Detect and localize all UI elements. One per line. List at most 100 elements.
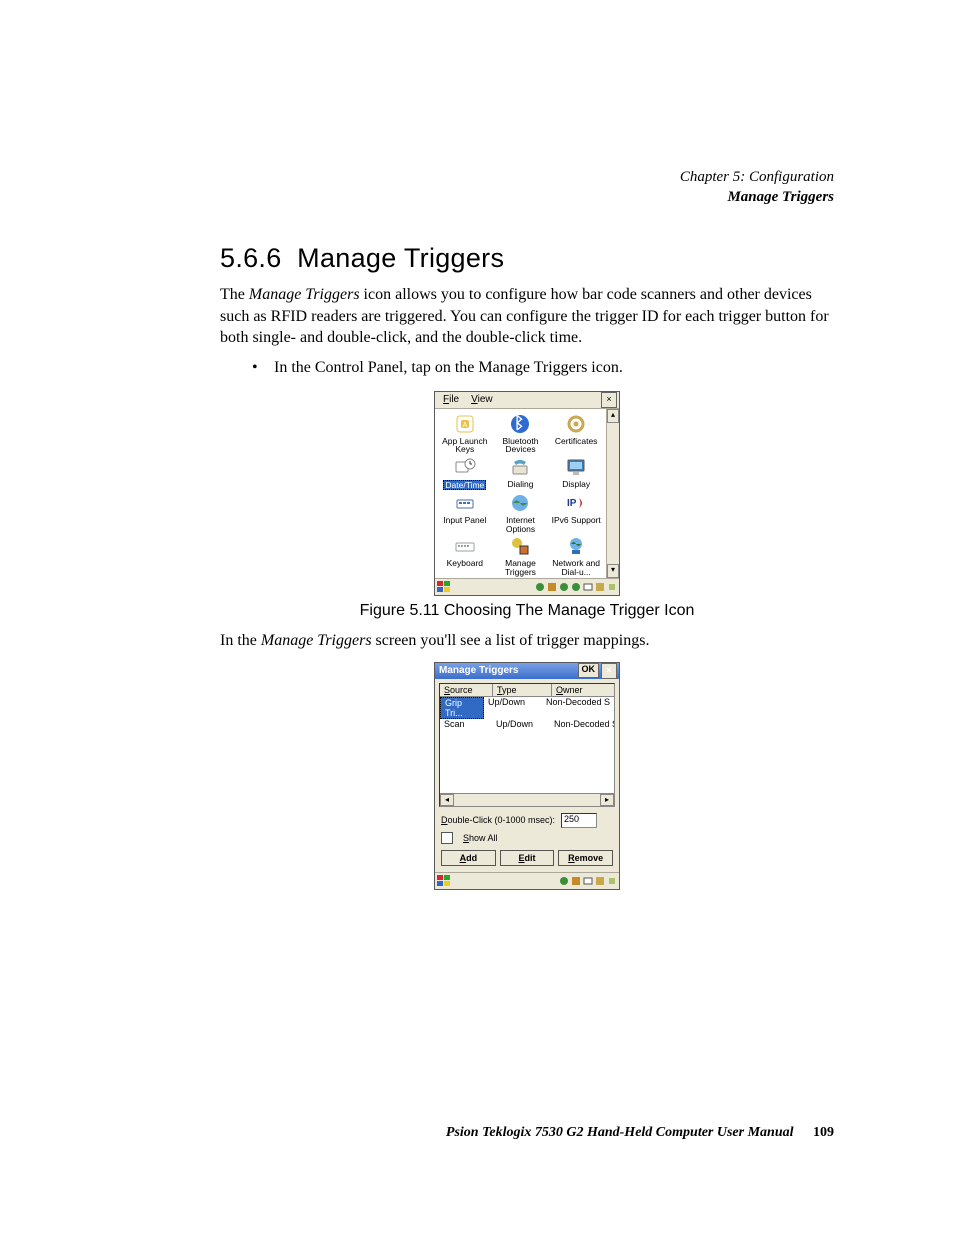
- manage-triggers-icon: [509, 535, 531, 557]
- footer-text: Psion Teklogix 7530 G2 Hand-Held Compute…: [446, 1125, 794, 1140]
- cp-item-label: App Launch Keys: [438, 437, 492, 454]
- cp-item-network-dialup[interactable]: Network and Dial-u...: [548, 535, 604, 576]
- double-click-input[interactable]: 250: [561, 813, 597, 828]
- header-section: Manage Triggers: [220, 188, 834, 208]
- cp-item-certificates[interactable]: Certificates: [548, 413, 604, 454]
- cp-item-label: IPv6 Support: [552, 516, 601, 525]
- screenshot-manage-triggers: Manage Triggers OK × Source Type Owner G…: [434, 662, 620, 890]
- column-owner[interactable]: Owner: [552, 684, 614, 696]
- cp-item-label: Date/Time: [443, 480, 486, 491]
- show-all-checkbox[interactable]: [441, 832, 453, 844]
- menubar: File View ×: [435, 392, 619, 409]
- control-panel-grid: A App Launch KeysBluetooth DevicesCertifi…: [435, 409, 606, 579]
- tray-icon[interactable]: [595, 582, 605, 592]
- close-button[interactable]: ×: [601, 392, 617, 408]
- cell-source: Grip Tri...: [440, 697, 484, 719]
- window-title: Manage Triggers: [437, 665, 578, 676]
- add-button[interactable]: Add: [441, 850, 496, 866]
- show-all-row: Show All: [435, 830, 619, 846]
- scroll-right-arrow[interactable]: ▸: [600, 794, 614, 806]
- tray-icon[interactable]: [547, 582, 557, 592]
- taskbar: [435, 578, 619, 595]
- scroll-track[interactable]: [454, 794, 600, 806]
- cp-item-app-launch-keys[interactable]: A App Launch Keys: [437, 413, 493, 454]
- cp-item-label: Input Panel: [443, 516, 486, 525]
- column-type[interactable]: Type: [493, 684, 552, 696]
- page-footer: Psion Teklogix 7530 G2 Hand-Held Compute…: [446, 1125, 834, 1141]
- scroll-track[interactable]: [607, 423, 619, 565]
- cp-item-manage-triggers[interactable]: Manage Triggers: [493, 535, 549, 576]
- ok-button[interactable]: OK: [578, 663, 600, 678]
- bullet-dot: •: [252, 359, 274, 377]
- scroll-left-arrow[interactable]: ◂: [440, 794, 454, 806]
- list-row[interactable]: ScanUp/DownNon-Decoded S: [440, 719, 614, 729]
- page-number: 109: [813, 1125, 834, 1140]
- section-heading: 5.6.6 Manage Triggers: [220, 243, 834, 274]
- bluetooth-devices-icon: [509, 413, 531, 435]
- tray-icon[interactable]: [607, 876, 617, 886]
- cp-item-input-panel[interactable]: Input Panel: [437, 492, 493, 533]
- horizontal-scrollbar[interactable]: ◂ ▸: [440, 793, 614, 806]
- cp-item-ipv6-support[interactable]: IP IPv6 Support: [548, 492, 604, 533]
- cp-item-label: Bluetooth Devices: [493, 437, 547, 454]
- input-panel-icon: [454, 492, 476, 514]
- cell-source: Scan: [440, 719, 492, 729]
- cp-item-date-time[interactable]: Date/Time: [437, 456, 493, 491]
- double-click-label: Double-Click (0-1000 msec):: [441, 815, 555, 825]
- svg-text:IP: IP: [567, 498, 577, 509]
- cp-item-label: Manage Triggers: [493, 559, 547, 576]
- menu-view[interactable]: View: [465, 394, 499, 405]
- tray-icon[interactable]: [607, 582, 617, 592]
- system-tray: [559, 876, 617, 886]
- cp-item-internet-options[interactable]: Internet Options: [493, 492, 549, 533]
- start-flag-icon[interactable]: [437, 875, 451, 887]
- list-row[interactable]: Grip Tri...Up/DownNon-Decoded S: [440, 697, 614, 719]
- column-source[interactable]: Source: [440, 684, 493, 696]
- bullet-text: In the Control Panel, tap on the Manage …: [274, 359, 623, 377]
- remove-button[interactable]: Remove: [558, 850, 613, 866]
- trigger-list: Source Type Owner Grip Tri...Up/DownNon-…: [439, 683, 615, 807]
- list-header: Source Type Owner: [440, 684, 614, 697]
- scroll-up-arrow[interactable]: ▴: [607, 409, 619, 423]
- system-tray: [535, 582, 617, 592]
- menu-file[interactable]: File: [437, 394, 465, 405]
- cp-item-dialing[interactable]: Dialing: [493, 456, 549, 491]
- bullet-item: • In the Control Panel, tap on the Manag…: [252, 359, 834, 377]
- cp-item-bluetooth-devices[interactable]: Bluetooth Devices: [493, 413, 549, 454]
- screenshot-control-panel: File View × A App Launch KeysBluetooth De…: [434, 391, 620, 597]
- cp-item-display[interactable]: Display: [548, 456, 604, 491]
- figure-caption-1: Figure 5.11 Choosing The Manage Trigger …: [220, 602, 834, 620]
- edit-button[interactable]: Edit: [500, 850, 555, 866]
- tray-icon[interactable]: [535, 582, 545, 592]
- cell-owner: Non-Decoded S: [550, 719, 614, 729]
- tray-icon[interactable]: [571, 876, 581, 886]
- close-button[interactable]: ×: [601, 663, 617, 679]
- tray-icon[interactable]: [571, 582, 581, 592]
- ipv6-support-icon: IP: [565, 492, 587, 514]
- start-flag-icon[interactable]: [437, 581, 451, 593]
- header-chapter: Chapter 5: Configuration: [220, 168, 834, 188]
- scroll-down-arrow[interactable]: ▾: [607, 564, 619, 578]
- cell-type: Up/Down: [484, 697, 542, 719]
- svg-text:A: A: [462, 422, 467, 429]
- vertical-scrollbar[interactable]: ▴ ▾: [606, 409, 619, 579]
- cp-item-label: Internet Options: [493, 516, 547, 533]
- cp-item-label: Network and Dial-u...: [549, 559, 603, 576]
- paragraph-2: In the Manage Triggers screen you'll see…: [220, 630, 834, 652]
- button-row: Add Edit Remove: [435, 846, 619, 872]
- app-launch-keys-icon: A: [454, 413, 476, 435]
- titlebar: Manage Triggers OK ×: [435, 663, 619, 679]
- cp-item-label: Display: [562, 480, 590, 489]
- tray-icon[interactable]: [559, 876, 569, 886]
- dialing-icon: [509, 456, 531, 478]
- cp-item-keyboard[interactable]: Keyboard: [437, 535, 493, 576]
- tray-icon[interactable]: [559, 582, 569, 592]
- cp-item-label: Keyboard: [447, 559, 483, 568]
- tray-icon[interactable]: [583, 582, 593, 592]
- tray-icon[interactable]: [595, 876, 605, 886]
- tray-icon[interactable]: [583, 876, 593, 886]
- heading-number: 5.6.6: [220, 243, 282, 273]
- network-dialup-icon: [565, 535, 587, 557]
- heading-title: Manage Triggers: [297, 243, 504, 273]
- show-all-label: Show All: [463, 833, 498, 843]
